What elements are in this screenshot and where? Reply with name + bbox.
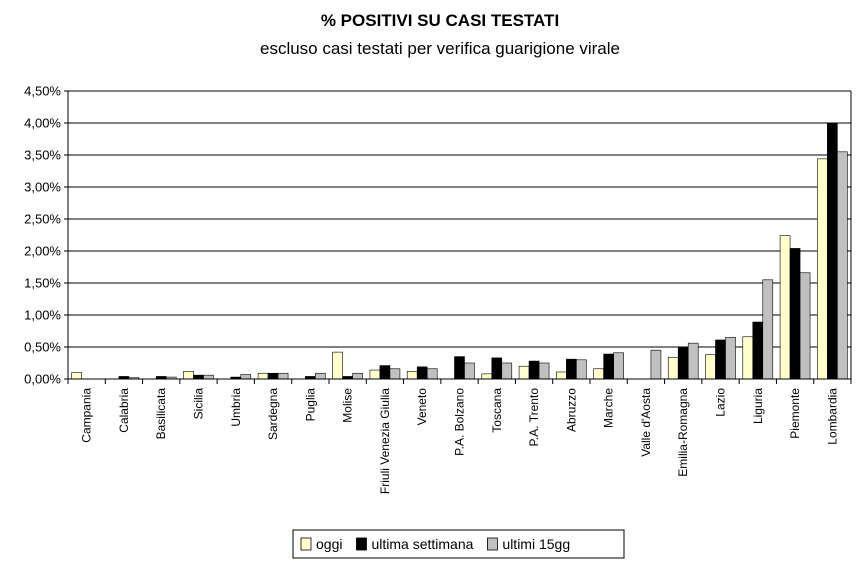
x-axis-labels: Campania Calabria Basilicata Sicilia Umbria S… <box>80 388 840 494</box>
x-tick-label: Lombardia <box>825 388 839 445</box>
x-tick-label: Veneto <box>415 388 429 426</box>
bar-oggi-18 <box>742 336 754 380</box>
x-tick-label: Umbria <box>229 388 243 427</box>
bar-oggi-12 <box>518 365 530 380</box>
x-tick-label: Piemonte <box>788 388 802 439</box>
bar-oggi-9 <box>406 371 418 380</box>
y-tick-label: 2,00% <box>24 244 61 259</box>
bar-oggi-13 <box>556 371 567 380</box>
bar-ultimi-15gg-12 <box>538 362 550 380</box>
bar-ultima-settimana-18 <box>752 321 764 380</box>
bar-ultima-settimana-3 <box>193 374 204 380</box>
y-tick-label: 1,50% <box>24 276 61 291</box>
chart-title: % POSITIVI SU CASI TESTATI <box>321 11 559 30</box>
bar-ultimi-15gg-20 <box>837 151 848 380</box>
legend-label: ultima settimana <box>371 536 473 552</box>
legend-label: ultimi 15gg <box>502 536 570 552</box>
bar-oggi-17 <box>705 354 716 380</box>
x-tick-label: Lazio <box>714 388 728 417</box>
bar-ultimi-15gg-15 <box>650 349 662 380</box>
axes <box>67 91 852 384</box>
bar-ultima-settimana-8 <box>379 365 391 380</box>
bar-ultima-settimana-5 <box>267 372 279 380</box>
x-tick-label: Molise <box>341 388 355 423</box>
x-tick-label: Campania <box>80 388 94 443</box>
bar-ultima-settimana-20 <box>827 122 838 380</box>
chart-subtitle: escluso casi testati per verifica guarig… <box>260 39 620 58</box>
bar-ultimi-15gg-13 <box>576 359 587 380</box>
x-tick-label: P.A. Bolzano <box>453 388 467 456</box>
x-tick-label: Puglia <box>303 388 317 422</box>
gridlines <box>68 90 851 380</box>
bar-ultimi-15gg-6 <box>315 372 326 380</box>
bar-ultimi-15gg-3 <box>203 374 214 380</box>
bar-ultimi-15gg-16 <box>687 342 699 380</box>
bar-ultima-settimana-14 <box>603 353 614 380</box>
bar-oggi-5 <box>257 372 269 380</box>
x-tick-label: Sicilia <box>192 388 206 420</box>
bar-ultimi-15gg-11 <box>501 362 513 380</box>
y-tick-label: 4,00% <box>24 116 61 131</box>
bar-ultimi-15gg-18 <box>762 279 774 380</box>
bar-ultima-settimana-11 <box>491 357 503 380</box>
x-tick-label: Basilicata <box>154 388 168 440</box>
bar-ultima-settimana-12 <box>528 360 540 380</box>
x-tick-label: Emilia-Romagna <box>676 388 690 477</box>
bar-ultimi-15gg-10 <box>464 362 475 380</box>
bar-ultima-settimana-10 <box>454 356 465 380</box>
bar-oggi-14 <box>593 368 604 380</box>
y-tick-label: 3,00% <box>24 180 61 195</box>
y-tick-label: 0,50% <box>24 340 61 355</box>
bar-ultimi-15gg-14 <box>613 352 624 380</box>
legend-box <box>292 529 625 559</box>
legend-swatch-ultimi-15gg <box>487 537 498 551</box>
y-tick-label: 4,50% <box>24 84 61 99</box>
x-tick-label: Abruzzo <box>564 388 578 432</box>
x-tick-label: Valle d'Aosta <box>639 388 653 457</box>
bar-ultimi-15gg-8 <box>389 368 401 380</box>
x-tick-label: Sardegna <box>266 388 280 440</box>
bar-ultimi-15gg-17 <box>725 337 736 380</box>
bar-ultimi-15gg-7 <box>352 372 363 380</box>
bar-ultima-settimana-17 <box>715 339 726 380</box>
bars <box>71 122 848 380</box>
bar-oggi-20 <box>817 158 828 380</box>
bar-ultimi-15gg-4 <box>240 374 252 380</box>
legend: oggi ultima settimana ultimi 15gg <box>292 529 625 559</box>
bar-ultimi-15gg-19 <box>799 272 811 380</box>
x-tick-label: Friuli Venezia Giulia <box>378 388 392 494</box>
x-tick-label: Liguria <box>751 388 765 424</box>
bar-ultima-settimana-16 <box>677 347 689 380</box>
bar-oggi-3 <box>183 371 194 380</box>
y-tick-label: 3,50% <box>24 148 61 163</box>
bar-oggi-0 <box>71 372 82 380</box>
bar-oggi-8 <box>369 369 381 380</box>
bar-ultima-settimana-19 <box>789 248 801 380</box>
y-tick-label: 0,00% <box>24 372 61 387</box>
bar-ultimi-15gg-5 <box>277 372 289 380</box>
bar-oggi-16 <box>667 356 679 380</box>
bar-oggi-11 <box>481 373 493 380</box>
bar-ultimi-15gg-9 <box>426 368 438 380</box>
bar-ultima-settimana-9 <box>416 366 428 380</box>
bar-ultima-settimana-13 <box>566 358 577 380</box>
y-tick-label: 2,50% <box>24 212 61 227</box>
legend-label: oggi <box>316 536 342 552</box>
bar-oggi-7 <box>332 351 343 380</box>
legend-swatch-oggi <box>300 537 312 551</box>
x-tick-label: P.A. Trento <box>527 388 541 447</box>
x-tick-label: Calabria <box>117 388 131 433</box>
y-axis-ticks: 0,00% 0,50% 1,00% 1,50% 2,00% 2,50% 3,00% 3,50%… <box>24 84 68 387</box>
legend-swatch-ultima-settimana <box>356 537 367 551</box>
y-tick-label: 1,00% <box>24 308 61 323</box>
x-tick-label: Marche <box>602 388 616 428</box>
bar-oggi-19 <box>779 235 791 380</box>
x-tick-label: Toscana <box>490 388 504 433</box>
